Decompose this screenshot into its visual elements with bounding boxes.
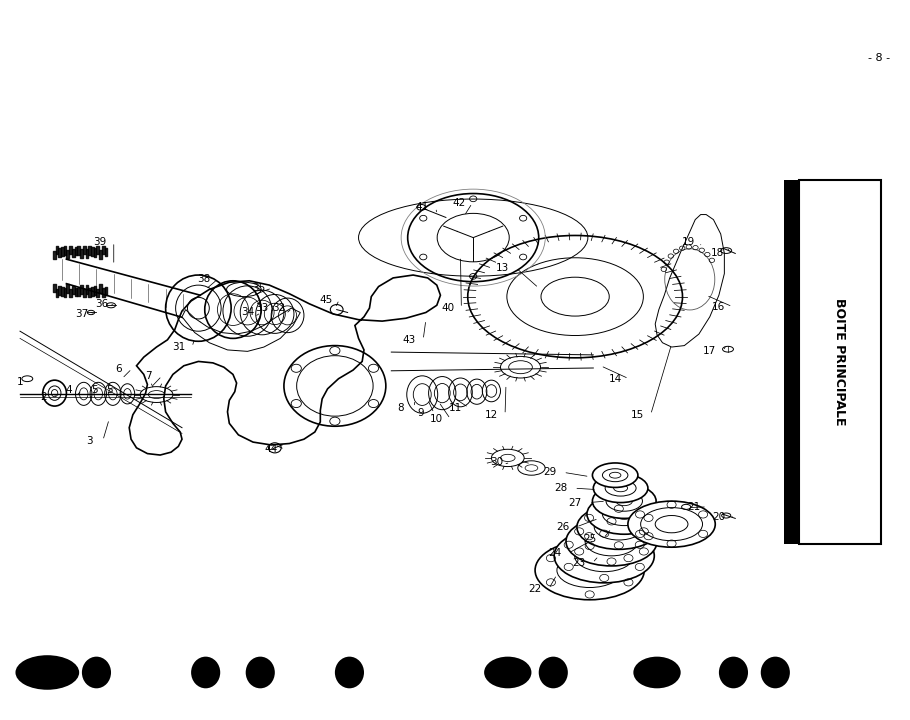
Text: 29: 29 — [543, 467, 556, 477]
Text: 8: 8 — [397, 402, 404, 413]
Ellipse shape — [628, 501, 715, 547]
Text: 19: 19 — [682, 237, 694, 247]
Text: 14: 14 — [609, 374, 622, 384]
Text: 5: 5 — [91, 385, 98, 395]
Text: 30: 30 — [490, 457, 503, 467]
Text: 44: 44 — [265, 444, 278, 454]
Bar — [784, 180, 801, 544]
Ellipse shape — [592, 484, 656, 518]
Ellipse shape — [246, 657, 275, 688]
Text: 27: 27 — [569, 498, 581, 508]
Text: 17: 17 — [703, 346, 716, 356]
Text: 45: 45 — [319, 294, 332, 305]
Text: 3: 3 — [86, 436, 93, 446]
Text: 32: 32 — [272, 303, 285, 313]
Text: 36: 36 — [96, 299, 108, 309]
Text: 2: 2 — [40, 392, 47, 402]
Text: 41: 41 — [416, 202, 429, 212]
Text: 4: 4 — [65, 385, 72, 395]
Text: 10: 10 — [430, 414, 443, 424]
Text: 28: 28 — [554, 483, 567, 493]
Text: 16: 16 — [713, 302, 725, 312]
Text: 25: 25 — [583, 534, 596, 544]
Text: 5: 5 — [106, 385, 113, 395]
Text: - 8 -: - 8 - — [868, 53, 890, 63]
Text: 22: 22 — [529, 584, 541, 594]
Ellipse shape — [577, 505, 661, 549]
Ellipse shape — [587, 494, 662, 534]
Text: 31: 31 — [172, 342, 185, 352]
Text: 20: 20 — [713, 512, 725, 522]
Text: 1: 1 — [16, 377, 24, 387]
Ellipse shape — [592, 463, 638, 487]
Ellipse shape — [82, 657, 111, 688]
Ellipse shape — [566, 517, 657, 566]
Ellipse shape — [335, 657, 364, 688]
Ellipse shape — [633, 657, 681, 688]
Ellipse shape — [554, 528, 654, 583]
Text: 35: 35 — [252, 283, 265, 293]
Text: 13: 13 — [496, 263, 509, 273]
Text: 9: 9 — [417, 408, 424, 418]
Text: 18: 18 — [711, 248, 723, 258]
Ellipse shape — [484, 657, 531, 688]
Text: 6: 6 — [115, 364, 122, 374]
Text: 7: 7 — [145, 371, 152, 381]
Text: 15: 15 — [631, 410, 643, 420]
Text: BOITE PRINCIPALE: BOITE PRINCIPALE — [834, 297, 846, 426]
Text: 40: 40 — [441, 303, 454, 313]
Text: 24: 24 — [549, 548, 561, 558]
Text: 21: 21 — [687, 502, 700, 512]
Text: 42: 42 — [452, 198, 465, 208]
Text: 39: 39 — [94, 237, 106, 247]
Ellipse shape — [15, 655, 79, 690]
Ellipse shape — [593, 474, 648, 503]
Text: 38: 38 — [197, 274, 210, 284]
Text: 23: 23 — [572, 558, 585, 568]
Ellipse shape — [535, 541, 644, 600]
Text: 37: 37 — [76, 309, 88, 319]
Bar — [799, 180, 881, 544]
Text: 33: 33 — [256, 303, 268, 313]
Text: 43: 43 — [403, 335, 416, 345]
Ellipse shape — [761, 657, 790, 688]
Text: 11: 11 — [449, 402, 461, 413]
Ellipse shape — [539, 657, 568, 688]
Ellipse shape — [191, 657, 220, 688]
Text: 34: 34 — [241, 307, 254, 318]
Text: 26: 26 — [556, 522, 569, 532]
Polygon shape — [655, 215, 724, 347]
Text: 12: 12 — [485, 410, 498, 420]
Polygon shape — [182, 308, 300, 351]
Polygon shape — [129, 275, 440, 455]
Ellipse shape — [719, 657, 748, 688]
